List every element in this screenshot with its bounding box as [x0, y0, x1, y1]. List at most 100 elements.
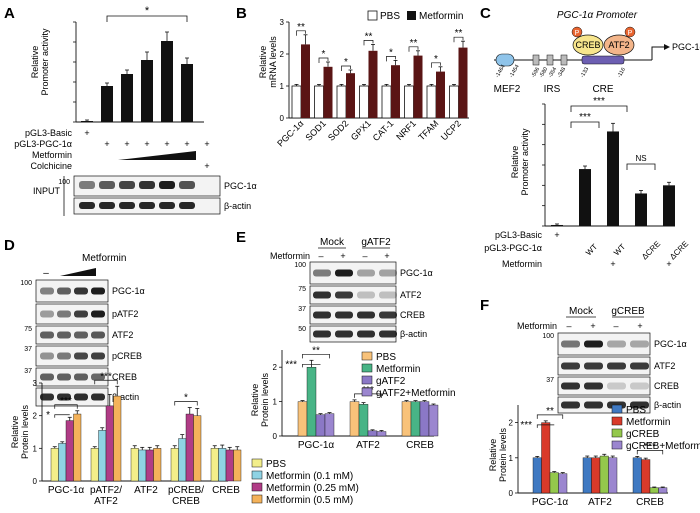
- irs-site-1: [532, 54, 540, 66]
- panel-b-bar-pbs: [336, 85, 347, 119]
- panel-e-mw-label: 100: [294, 262, 306, 269]
- panel-e-group-mock: Mock: [320, 237, 345, 248]
- panel-b-y-tick-label: 0: [280, 114, 285, 123]
- panel-d-blot-frame: [35, 387, 109, 407]
- panel-c-bar: [551, 224, 563, 226]
- panel-d-metformin-label: Metformin: [82, 253, 126, 264]
- panel-d-x-label: pCREB/: [168, 485, 204, 496]
- panel-e-group-gatf2: gATF2: [361, 237, 391, 248]
- panel-e-band: [335, 269, 353, 277]
- sign-plus: +: [384, 251, 389, 261]
- panel-a-chart: [73, 21, 204, 123]
- col-label: ΔCRE: [640, 239, 662, 261]
- panel-f-band: [607, 382, 626, 390]
- panel-a-row-pgc: pGL3-PGC-1α: [14, 139, 72, 149]
- panel-d-band: [91, 310, 105, 318]
- panel-a-input-label: INPUT: [33, 186, 61, 196]
- panel-a-band-actin: [179, 202, 195, 209]
- panel-d-blot-frame: [35, 325, 109, 345]
- panel-a-band-actin: [79, 202, 95, 209]
- panel-f-bar: [541, 422, 551, 494]
- panel-d-blot-label: PGC-1α: [112, 286, 145, 296]
- panel-a-sig-star: *: [145, 5, 150, 17]
- panel-f-band: [630, 401, 649, 409]
- panel-d-x-label: pATF2/: [90, 485, 122, 496]
- panel-e-band: [313, 330, 331, 338]
- mef2-site: [495, 53, 515, 67]
- panel-d-band: [91, 331, 105, 339]
- panel-a-band-pgc: [139, 181, 155, 189]
- panel-f-legend-swatch: [611, 416, 623, 426]
- panel-e-bar: [419, 401, 430, 437]
- position-label: -133: [580, 66, 591, 79]
- panel-f-blot-frame: [557, 332, 651, 356]
- sign-minus: –: [362, 251, 367, 261]
- panel-c-row-basic: pGL3-Basic: [495, 230, 543, 240]
- sign-plus: +: [204, 139, 209, 149]
- panel-d-bar: [58, 443, 67, 482]
- panel-b-sig-star: *: [344, 57, 348, 68]
- panel-f-x-label: ATF2: [588, 497, 612, 508]
- panel-b-sig-bracket: [408, 46, 419, 52]
- panel-b-sig-star: *: [434, 54, 438, 65]
- panel-d-bar: [130, 448, 139, 482]
- panel-a-sign-grid: + + + + + + + +: [84, 128, 209, 171]
- panel-e-blot-label: ATF2: [400, 290, 421, 300]
- panel-d-sig-star: ***: [60, 396, 72, 407]
- panel-b-bar-metformin: [323, 66, 333, 118]
- irs-label: IRS: [544, 84, 561, 95]
- promoter-arrow: [651, 46, 664, 60]
- panel-f-y-tick-label: 2: [509, 419, 514, 428]
- panel-d-legend-swatch: [251, 458, 263, 468]
- panel-b-ylabel-2: mRNA levels: [268, 36, 278, 88]
- panel-f-x-label: CREB: [636, 497, 664, 508]
- panel-d-y-tick-label: 3: [33, 379, 38, 388]
- panel-a-sig-bracket: [106, 15, 188, 22]
- phospho-icon-atf2: [624, 26, 636, 38]
- panel-b-legend-met: Metformin: [419, 11, 463, 22]
- panel-f-band: [630, 362, 649, 370]
- panel-d-band: [91, 352, 105, 360]
- panel-f-band: [561, 340, 580, 348]
- panel-d-bar: [113, 395, 122, 482]
- panel-d-band: [57, 331, 71, 339]
- panel-c-ylabel-1: Relative: [510, 146, 520, 179]
- panel-d-y-tick-label: 1: [33, 444, 38, 453]
- panel-d-legend-label: Metformin (0.5 mM): [266, 495, 353, 506]
- panel-f-bar: [608, 457, 618, 494]
- panel-f-x-label: PGC-1α: [532, 497, 569, 508]
- irs-site-3: [560, 54, 568, 66]
- panel-b-bar-pbs: [314, 85, 324, 119]
- panel-e-band: [379, 291, 397, 299]
- panel-d-band: [57, 352, 71, 360]
- panel-d-band: [74, 287, 88, 295]
- panel-a-mw-100: 100: [58, 179, 70, 186]
- panel-b-sig-bracket: [386, 56, 396, 62]
- panel-d-band: [57, 373, 71, 381]
- panel-c-sig-3: NS: [635, 154, 646, 163]
- panel-d-minus: –: [43, 268, 49, 279]
- panel-d-bar: [50, 448, 59, 482]
- position-label: -1454: [509, 64, 521, 79]
- panel-b-bar-metformin: [301, 44, 310, 118]
- sign-plus: +: [164, 139, 169, 149]
- panel-f-bar: [591, 457, 601, 494]
- panel-f-signs: – + – +: [566, 321, 642, 331]
- panel-label-b: B: [236, 5, 247, 22]
- sign-plus: +: [124, 139, 129, 149]
- panel-c-bar: [607, 131, 619, 226]
- panel-d-bar: [105, 405, 114, 482]
- panel-f-bar: [641, 459, 651, 494]
- panel-d-band: [74, 393, 88, 401]
- position-label: -580: [539, 66, 550, 79]
- panel-a-bar: [101, 86, 113, 122]
- creb-factor-label: CREB: [575, 40, 600, 50]
- panel-f-sig-star: **: [546, 406, 554, 417]
- panel-e-mw-label: 37: [298, 306, 306, 313]
- panel-f-band: [630, 382, 649, 390]
- panel-d-band: [40, 310, 54, 318]
- irs-site-2: [546, 54, 554, 66]
- panel-b-sig-bracket: [431, 62, 441, 68]
- sign-plus: +: [104, 139, 109, 149]
- phospho-label: P: [628, 30, 633, 37]
